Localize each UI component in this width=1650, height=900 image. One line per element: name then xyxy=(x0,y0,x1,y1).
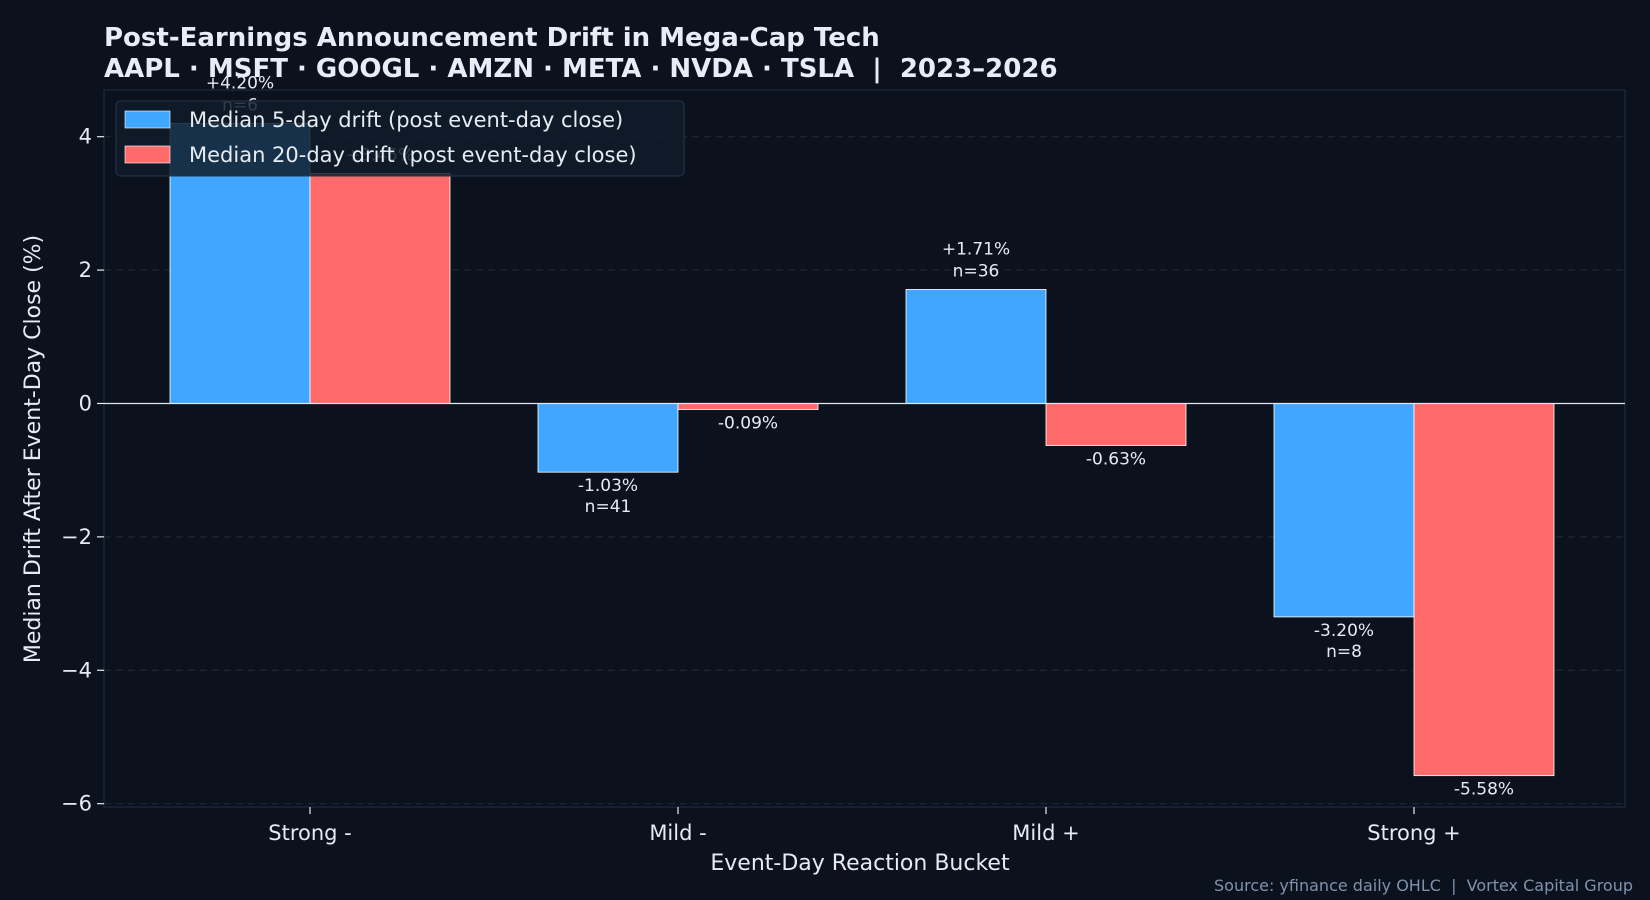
y-axis-label: Median Drift After Event-Day Close (%) xyxy=(21,235,46,663)
bar-count-label: n=41 xyxy=(585,497,632,517)
legend: Median 5-day drift (post event-day close… xyxy=(115,100,685,177)
bar-count-label: n=8 xyxy=(1326,642,1362,662)
bar-5day-4 xyxy=(1273,403,1415,618)
y-tick-label: 4 xyxy=(79,125,92,149)
y-tick-label: −6 xyxy=(61,792,92,816)
x-axis-label: Event-Day Reaction Bucket xyxy=(710,851,1010,876)
legend-label-5day: Median 5-day drift (post event-day close… xyxy=(189,108,623,132)
legend-swatch-5day xyxy=(124,110,171,129)
chart-title: Post-Earnings Announcement Drift in Mega… xyxy=(104,23,880,53)
bar-5day-2 xyxy=(537,403,679,473)
bar-20day-4 xyxy=(1413,403,1555,777)
y-tick-label: −4 xyxy=(61,658,92,682)
legend-swatch-20day xyxy=(124,145,171,164)
y-tick-label: 2 xyxy=(79,258,92,282)
y-tick-label: −2 xyxy=(61,525,92,549)
bar-20day-2 xyxy=(677,403,819,410)
x-tick-label: Strong + xyxy=(1367,821,1461,845)
legend-box xyxy=(115,100,685,177)
bar-value-label: -1.03% xyxy=(578,476,638,496)
bar-count-label: n=36 xyxy=(953,261,1000,281)
bar-20day-3 xyxy=(1045,403,1187,446)
bar-5day-3 xyxy=(905,289,1047,404)
bar-value-label: -3.20% xyxy=(1314,621,1374,641)
source-note: Source: yfinance daily OHLC | Vortex Cap… xyxy=(1214,876,1633,895)
x-tick-label: Mild - xyxy=(649,821,706,845)
axes: −6 −4 −2 0 2 4 Strong - Mild - Mild + Strong + xyxy=(61,125,1461,845)
bar-20day-1 xyxy=(309,172,451,404)
chart-subtitle: AAPL · MSFT · GOOGL · AMZN · META · NVDA… xyxy=(104,54,1058,84)
x-tick-label: Strong - xyxy=(268,821,351,845)
bar-value-label: -5.58% xyxy=(1454,780,1514,800)
bar-value-label: -0.09% xyxy=(718,413,778,433)
x-tick-label: Mild + xyxy=(1012,821,1079,845)
bar-value-label: +4.20% xyxy=(206,73,274,93)
legend-label-20day: Median 20-day drift (post event-day clos… xyxy=(189,143,637,167)
bar-value-label: -0.63% xyxy=(1086,449,1146,469)
bar-value-label: +1.71% xyxy=(942,239,1010,259)
y-tick-label: 0 xyxy=(79,391,92,415)
